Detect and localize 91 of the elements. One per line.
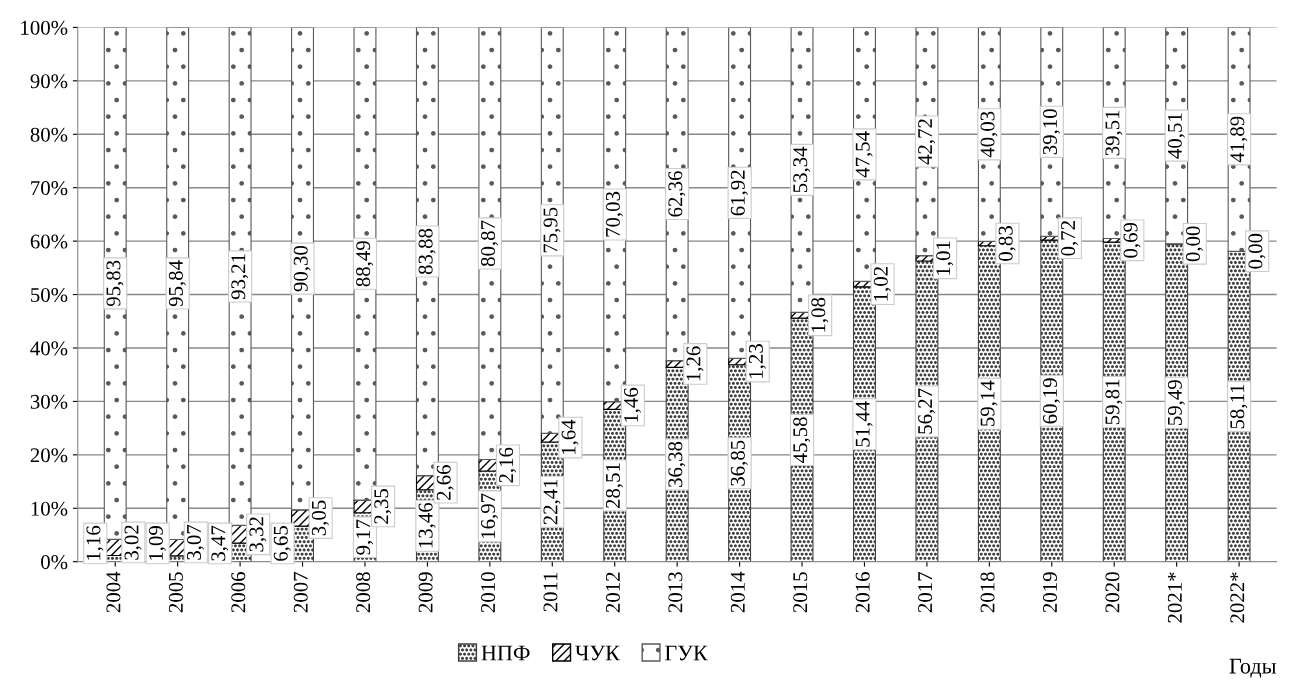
x-tick-label: 2013: [668, 572, 683, 613]
x-tick-label: 2021*: [1167, 572, 1182, 623]
x-tick-label: 2011: [543, 572, 558, 612]
data-label: 3,32: [249, 517, 267, 552]
x-tick-label: 2015: [793, 572, 808, 613]
data-label: 28,51: [605, 463, 623, 509]
data-label: 40,51: [1167, 113, 1185, 159]
x-tick-label: 2007: [293, 572, 308, 613]
data-label: 0,00: [1185, 226, 1203, 262]
data-label: 3,05: [311, 500, 329, 536]
x-tick-label: 2012: [605, 572, 620, 613]
x-tick-label: 2004: [106, 571, 121, 613]
y-tick-label: 10%: [31, 501, 68, 516]
y-tick-label: 40%: [30, 341, 68, 356]
data-label: 42,72: [918, 119, 936, 165]
data-label: 22,41: [543, 479, 561, 525]
x-tick-label: 2018: [980, 572, 995, 613]
data-label: 40,03: [980, 111, 998, 158]
data-label: 95,84: [168, 260, 186, 307]
data-label: 47,54: [855, 131, 873, 178]
data-label: 36,38: [668, 441, 686, 487]
x-tick-label: 2008: [356, 572, 371, 613]
x-tick-label: 2014: [730, 571, 745, 613]
data-label: 1,46: [624, 387, 642, 422]
data-label: 3,07: [186, 524, 204, 560]
y-tick-label: 60%: [30, 234, 68, 249]
data-label: 75,95: [543, 207, 561, 253]
data-label: 1,08: [811, 297, 829, 332]
x-tick-label: 2020: [1105, 572, 1120, 613]
data-label: 90,30: [293, 245, 311, 292]
y-tick-label: 30%: [30, 394, 68, 409]
y-tick-label: 100%: [21, 20, 68, 35]
data-label: 39,10: [1042, 109, 1060, 155]
data-label: 51,44: [855, 401, 873, 447]
data-label: 6,65: [273, 526, 291, 561]
data-label: 39,51: [1105, 110, 1123, 156]
data-label: 53,34: [793, 146, 811, 193]
data-label: 41,89: [1230, 116, 1248, 163]
data-label: 0,83: [998, 226, 1016, 261]
data-label: 0,00: [1248, 233, 1266, 269]
data-label: 3,02: [124, 525, 142, 560]
y-tick-label: 50%: [31, 287, 68, 303]
data-label: 2,35: [374, 489, 392, 524]
data-label: 70,03: [605, 191, 623, 237]
y-tick-label: 70%: [31, 181, 68, 196]
data-label: 1,09: [148, 526, 166, 560]
x-tick-label: 2005: [168, 572, 183, 613]
data-label: 36,85: [730, 440, 748, 486]
data-label: 61,92: [730, 170, 748, 216]
data-label: 2,66: [436, 465, 454, 500]
data-label: 59,49: [1167, 380, 1185, 425]
y-tick-label: 0%: [41, 555, 68, 570]
data-label: 0,72: [1061, 221, 1079, 256]
y-tick-label: 80%: [30, 127, 68, 142]
data-label: 59,14: [980, 380, 998, 426]
legend-label: НПФ: [481, 645, 530, 661]
data-label: 1,02: [873, 267, 891, 301]
y-tick-label: 90%: [30, 74, 68, 89]
legend-label: ГУК: [665, 645, 708, 661]
data-label: 0,69: [1123, 222, 1141, 258]
legend-label: ЧУК: [575, 645, 621, 661]
x-tick-label: 2009: [418, 572, 433, 613]
x-tick-label: 2010: [481, 572, 496, 613]
data-label: 56,27: [918, 388, 936, 434]
data-label: 1,16: [86, 525, 104, 560]
data-label: 1,23: [748, 344, 766, 378]
data-label: 2,16: [499, 447, 517, 483]
data-label: 80,87: [481, 220, 499, 267]
data-label: 3,47: [211, 525, 229, 561]
data-label: 83,88: [418, 228, 436, 275]
y-tick-label: 20%: [30, 448, 68, 463]
data-label: 1,64: [561, 419, 579, 454]
x-tick-label: 2022*: [1230, 572, 1245, 623]
data-label: 62,36: [668, 171, 686, 217]
data-label: 93,21: [231, 254, 249, 300]
data-label: 95,83: [106, 260, 124, 307]
x-tick-label: 2016: [855, 572, 870, 613]
data-label: 9,17: [356, 519, 374, 555]
data-label: 88,49: [356, 241, 374, 287]
data-label: 1,26: [686, 346, 704, 381]
data-label: 13,46: [418, 502, 436, 548]
data-label: 60,19: [1042, 378, 1060, 424]
data-label: 59,81: [1105, 379, 1123, 425]
data-label: 16,97: [481, 493, 499, 538]
data-label: 58,11: [1230, 384, 1248, 429]
x-tick-label: 2017: [918, 572, 933, 613]
data-label: 45,58: [793, 417, 811, 463]
x-tick-label: 2006: [231, 572, 246, 613]
data-label: 1,01: [936, 241, 954, 275]
x-tick-label: 2019: [1042, 572, 1057, 613]
x-axis-title: Годы: [1229, 658, 1277, 678]
